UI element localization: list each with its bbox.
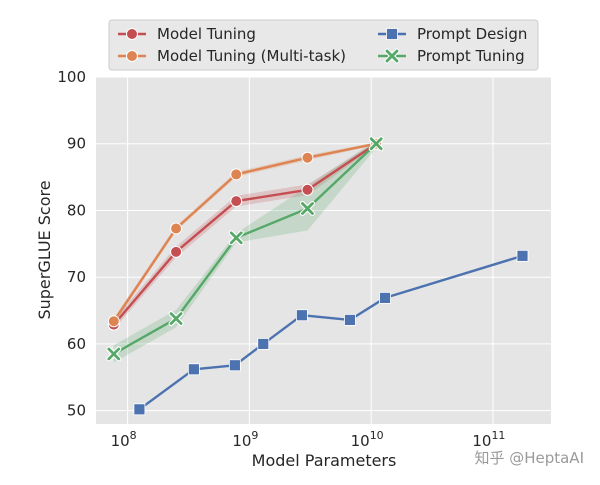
data-point-3-1 xyxy=(168,311,184,327)
data-point-2-1 xyxy=(187,363,200,376)
data-point-3-3 xyxy=(299,200,315,216)
legend-marker-1 xyxy=(126,50,138,62)
data-point-2-2 xyxy=(228,359,241,372)
data-point-0-1 xyxy=(170,245,183,258)
watermark: 知乎 @HeptaAI xyxy=(474,449,584,467)
legend-marker-0 xyxy=(126,28,138,40)
x-tick-exponent: 10 xyxy=(370,429,384,442)
x-tick-base: 10 xyxy=(232,432,251,450)
data-point-2-0 xyxy=(133,403,146,416)
x-tick-label: 109 xyxy=(232,429,258,450)
y-tick-label: 90 xyxy=(67,135,86,153)
x-tick-base: 10 xyxy=(111,432,130,450)
data-point-2-3 xyxy=(257,338,270,350)
data-point-0-2 xyxy=(230,195,243,208)
marker-x-stroke xyxy=(107,347,121,361)
legend: Model Tuning Model Tuning (Multi-task) Pro… xyxy=(108,19,539,71)
y-tick-label: 60 xyxy=(67,335,86,353)
x-tick-base: 10 xyxy=(351,432,370,450)
x-tick-base: 10 xyxy=(472,432,491,450)
x-tick-exponent: 9 xyxy=(251,429,258,442)
data-point-2-4 xyxy=(296,309,308,322)
x-tick-exponent: 11 xyxy=(491,429,505,442)
data-point-2-7 xyxy=(516,249,529,262)
x-tick-exponent: 8 xyxy=(130,429,137,442)
x-tick-label: 1011 xyxy=(472,429,505,450)
data-point-2-6 xyxy=(379,291,391,304)
series-markers xyxy=(106,136,529,416)
plot-background xyxy=(96,77,551,424)
data-point-3-0 xyxy=(106,346,122,362)
marker-x-stroke xyxy=(369,137,383,151)
data-point-1-3 xyxy=(301,151,314,164)
marker-x-stroke xyxy=(169,312,183,325)
legend-frame xyxy=(108,19,539,71)
y-axis-label: SuperGLUE Score xyxy=(35,180,54,319)
data-point-1-1 xyxy=(170,222,183,235)
y-tick-label: 100 xyxy=(57,68,86,86)
legend-label-0: Model Tuning xyxy=(157,25,256,43)
confidence-band-3 xyxy=(113,139,377,363)
marker-x-stroke xyxy=(385,49,399,63)
x-tick-label: 1010 xyxy=(351,429,384,450)
marker-x-stroke xyxy=(301,202,314,215)
y-tick-label: 50 xyxy=(67,402,86,420)
x-tick-labels: 108 109 1010 1011 xyxy=(111,429,506,450)
data-point-3-4 xyxy=(368,136,384,152)
y-tick-label: 70 xyxy=(67,268,86,286)
x-tick-label: 108 xyxy=(111,429,137,450)
legend-marker-2 xyxy=(386,28,398,40)
x-axis-label: Model Parameters xyxy=(252,451,397,470)
y-tick-label: 80 xyxy=(67,201,86,219)
y-tick-labels: 50 60 70 80 90 100 xyxy=(57,68,86,420)
gridlines xyxy=(96,76,551,424)
data-point-1-2 xyxy=(230,168,243,181)
data-point-0-3 xyxy=(301,183,314,196)
data-point-3-2 xyxy=(228,230,244,246)
legend-label-1: Model Tuning (Multi-task) xyxy=(157,47,346,65)
legend-label-2: Prompt Design xyxy=(417,25,527,43)
legend-marker-3 xyxy=(384,48,400,64)
data-point-2-5 xyxy=(344,313,356,326)
data-point-1-0 xyxy=(107,315,120,328)
marker-x-stroke xyxy=(229,231,243,245)
legend-label-3: Prompt Tuning xyxy=(417,47,525,65)
